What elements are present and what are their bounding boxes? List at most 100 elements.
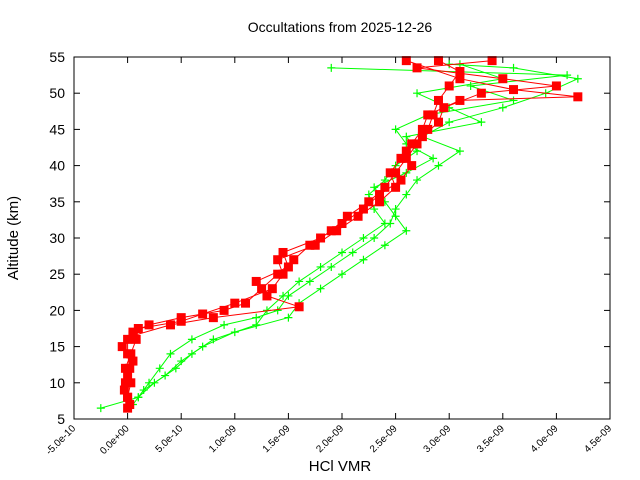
- x-tick-label: 0.0e+00: [98, 423, 132, 457]
- y-tick-label: 40: [49, 158, 65, 174]
- data-point-square: [294, 302, 304, 312]
- data-point-plus: [573, 74, 582, 83]
- data-point-square: [375, 190, 385, 200]
- data-point-plus: [177, 357, 186, 366]
- data-point-square: [278, 247, 288, 257]
- series-line: [124, 60, 461, 409]
- data-point-square: [401, 146, 411, 156]
- data-point-plus: [327, 262, 336, 271]
- data-point-plus: [391, 205, 400, 214]
- data-point-plus: [509, 96, 518, 105]
- data-point-square: [219, 305, 229, 315]
- data-point-square: [455, 95, 465, 105]
- data-point-square: [412, 139, 422, 149]
- data-point-plus: [386, 219, 395, 228]
- data-point-plus: [134, 393, 143, 402]
- data-point-square: [358, 204, 368, 214]
- data-point-square: [165, 320, 175, 330]
- y-axis-label: Altitude (km): [5, 196, 22, 280]
- data-point-square: [241, 298, 251, 308]
- data-point-square: [283, 262, 293, 272]
- data-point-plus: [96, 404, 105, 413]
- data-point-square: [120, 378, 130, 388]
- series-line: [132, 67, 568, 405]
- data-point-square: [326, 226, 336, 236]
- data-point-plus: [402, 132, 411, 141]
- x-tick-label: 4.5e-09: [582, 423, 614, 455]
- data-point-plus: [198, 342, 207, 351]
- data-point-plus: [509, 63, 518, 72]
- plot-border: [73, 56, 611, 420]
- x-tick-label: -5.0e-10: [44, 423, 78, 457]
- data-point-square: [273, 269, 283, 279]
- y-tick-label: 30: [49, 230, 65, 246]
- data-point-square: [267, 284, 277, 294]
- data-point-square: [423, 110, 433, 120]
- data-point-plus: [466, 81, 475, 90]
- data-point-square: [176, 313, 186, 323]
- series-line: [100, 63, 580, 409]
- data-point-plus: [563, 71, 572, 80]
- data-point-plus: [252, 320, 261, 329]
- series-line: [137, 63, 503, 398]
- data-point-plus: [402, 190, 411, 199]
- data-point-square: [123, 334, 133, 344]
- series-3: [96, 60, 582, 413]
- data-point-square: [144, 320, 154, 330]
- data-point-plus: [359, 255, 368, 264]
- data-point-square: [119, 385, 129, 395]
- data-point-square: [412, 63, 422, 73]
- data-point-plus: [316, 262, 325, 271]
- data-point-plus: [364, 190, 373, 199]
- y-tick-label: 55: [49, 49, 65, 65]
- data-point-square: [444, 81, 454, 91]
- data-point-square: [476, 88, 486, 98]
- data-point-square: [289, 255, 299, 265]
- y-tick-label: 10: [49, 375, 65, 391]
- data-point-square: [375, 197, 385, 207]
- data-point-square: [391, 182, 401, 192]
- data-point-plus: [413, 176, 422, 185]
- data-point-square: [407, 139, 417, 149]
- data-point-square: [401, 56, 411, 66]
- data-point-plus: [477, 118, 486, 127]
- data-point-square: [251, 276, 261, 286]
- data-point-plus: [498, 103, 507, 112]
- data-point-plus: [166, 349, 175, 358]
- data-point-plus: [391, 125, 400, 134]
- data-point-square: [433, 117, 443, 127]
- y-tick-label: 35: [49, 194, 65, 210]
- data-point-plus: [348, 248, 357, 257]
- x-tick-label: 5.0e-10: [154, 423, 186, 455]
- data-point-plus: [155, 364, 164, 373]
- data-point-plus: [370, 234, 379, 242]
- data-point-plus: [252, 313, 261, 322]
- data-point-square: [428, 110, 438, 120]
- series-line: [124, 60, 578, 398]
- data-point-plus: [161, 371, 170, 380]
- plot-area: [96, 56, 583, 413]
- data-point-square: [455, 74, 465, 84]
- data-point-square: [208, 313, 218, 323]
- y-tick-label: 15: [49, 339, 65, 355]
- x-tick-label: 2.5e-09: [368, 423, 400, 455]
- data-point-plus: [145, 378, 154, 387]
- x-tick-label: 1.5e-09: [261, 423, 293, 455]
- data-point-square: [380, 182, 390, 192]
- data-point-plus: [220, 320, 229, 329]
- data-point-plus: [316, 284, 325, 293]
- data-point-square: [332, 226, 342, 236]
- data-point-square: [433, 95, 443, 105]
- x-tick-label: 3.0e-09: [422, 423, 454, 455]
- data-point-plus: [359, 234, 368, 242]
- y-tick-label: 45: [49, 121, 65, 137]
- data-point-square: [123, 392, 133, 402]
- data-point-square: [230, 298, 240, 308]
- data-point-plus: [305, 277, 314, 286]
- data-point-plus: [370, 183, 379, 192]
- data-point-square: [498, 74, 508, 84]
- data-point-square: [128, 356, 138, 366]
- series-0: [120, 56, 465, 413]
- data-point-square: [257, 284, 267, 294]
